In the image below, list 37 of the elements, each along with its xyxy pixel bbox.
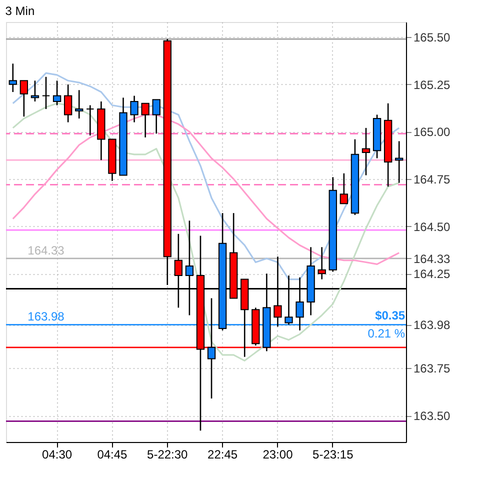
- candlestick: [42, 76, 50, 110]
- candlestick: [318, 246, 326, 280]
- candlestick: [64, 84, 72, 123]
- annotation: 0.21 %: [368, 326, 406, 341]
- line-series: [12, 72, 400, 280]
- candlestick: [75, 89, 84, 120]
- y-tick-label: 165.00: [414, 125, 451, 140]
- candlestick: [141, 102, 150, 138]
- y-tick-label: 164.33: [414, 252, 451, 266]
- candlestick: [207, 298, 216, 400]
- candlestick: [152, 98, 160, 134]
- y-tick-label: 163.98: [414, 318, 451, 332]
- x-tick-label: 5-23:15: [312, 448, 354, 462]
- x-tick-label: 22:45: [208, 448, 238, 462]
- ref-line-label: 164.33: [28, 243, 65, 258]
- candlestick: [130, 95, 138, 123]
- x-tick-label: 04:30: [42, 448, 72, 462]
- x-tick-label: 23:00: [262, 448, 294, 462]
- x-tick-label: 5-22:30: [147, 448, 188, 462]
- ref-line-label: 163.98: [28, 310, 65, 324]
- y-tick-label: 163.50: [414, 409, 451, 424]
- y-tick-label: 164.50: [414, 220, 451, 234]
- candlestick: [340, 172, 348, 204]
- y-tick-label: 163.75: [414, 362, 451, 376]
- candlestick: [20, 80, 28, 118]
- y-tick-label: 164.75: [414, 172, 451, 187]
- candlestick: [8, 62, 17, 93]
- y-tick-label: 164.25: [414, 267, 451, 282]
- candlestick: [362, 127, 370, 176]
- x-tick-label: 04:45: [97, 448, 128, 462]
- annotation: $0.35: [375, 308, 406, 323]
- candlestick: [52, 80, 62, 106]
- candlestick: [395, 140, 404, 184]
- chart-title: 3 Min: [5, 4, 35, 18]
- y-tick-label: 165.50: [414, 30, 451, 45]
- y-tick-label: 165.25: [414, 78, 451, 92]
- candlestick: [86, 104, 94, 136]
